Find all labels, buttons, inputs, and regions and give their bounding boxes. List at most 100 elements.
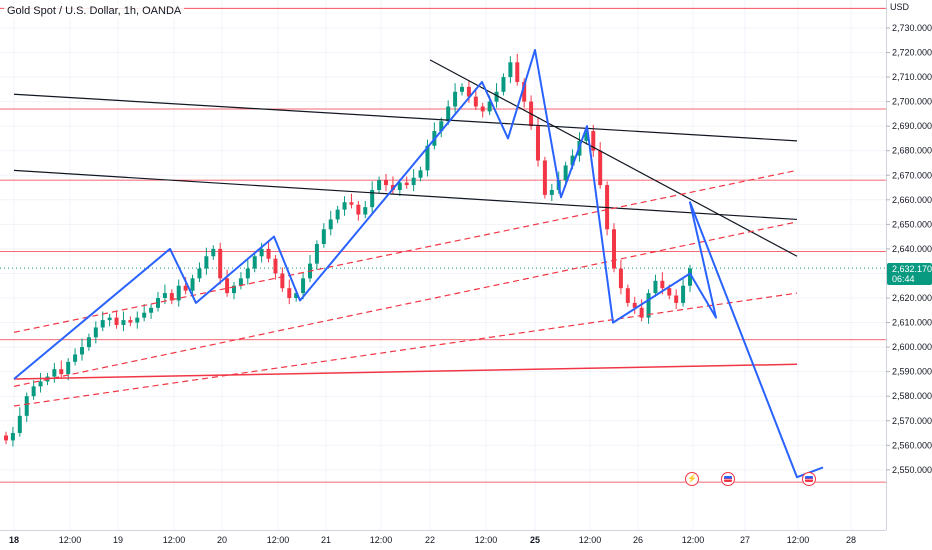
candle-body [591,131,596,151]
candle-body [142,312,147,318]
candle-body [473,96,478,107]
candle-body [128,320,133,323]
candle-body [31,386,36,397]
candle-body [80,347,84,355]
candle-body [453,91,458,107]
candle-body [107,317,112,321]
chart-grid [0,0,886,530]
channel-line-dashed [13,292,798,407]
zigzag-projection-path [13,49,824,479]
candle-body [660,280,665,289]
lightning-event-icon[interactable]: ⚡ [685,472,699,486]
candle-body [259,248,264,257]
candle-body [52,369,57,377]
candle-body [238,278,243,286]
trend-line [429,59,798,257]
candle-body [536,126,540,161]
x-tick-label: 12:00 [682,535,705,545]
candle-body [356,204,361,215]
x-tick-label: 28 [846,535,856,545]
candle-body [294,293,299,298]
candle-body [639,307,644,318]
y-tick-label: 2,550.000 [892,465,932,475]
horizontal-levels [0,7,886,483]
candle-body [4,435,8,441]
y-tick-label: 2,590.000 [892,367,932,377]
y-tick-label: 2,670.000 [892,170,932,180]
time-axis[interactable]: 18 12:00 19 12:00 20 12:00 21 12:00 22 12:00 25 12:… [0,530,886,546]
candle-body [363,207,368,215]
x-tick-label: 19 [113,535,123,545]
x-tick-label: 21 [321,535,331,545]
candle-body [86,337,91,348]
candle-body [176,285,181,301]
candle-body [121,320,126,326]
x-tick-label: 12:00 [475,535,498,545]
candle-body [280,273,285,289]
y-tick-label: 2,660.000 [892,195,932,205]
candle-body [73,354,78,362]
y-tick-label: 2,580.000 [892,391,932,401]
y-tick-label: 2,680.000 [892,146,932,156]
candle-body [211,248,216,257]
candle-body [266,248,271,259]
y-tick-label: 2,560.000 [892,440,932,450]
x-tick-label: 12:00 [579,535,602,545]
candle-body [646,293,651,318]
x-tick-label: 12:00 [163,535,186,545]
candle-body [301,278,306,294]
candle-body [10,433,15,441]
candle-body [688,268,692,286]
candle-body [287,288,292,298]
candle-body [653,280,658,294]
candle-body [66,361,71,375]
candle-body [674,295,679,303]
us-flag-event-icon[interactable] [721,472,735,486]
us-flag-event-icon[interactable] [802,472,816,486]
x-tick-label: 22 [425,535,435,545]
y-tick-label: 2,730.000 [892,23,932,33]
candle-body [598,150,603,186]
candle-body [135,317,140,323]
y-tick-label: 2,570.000 [892,416,932,426]
x-tick-label: 25 [530,535,540,545]
currency-label[interactable]: USD [890,2,910,12]
candle-body [612,229,616,269]
candle-body [169,293,174,301]
candle-body [625,288,630,303]
candle-body [183,285,188,291]
last-price-badge: 2,632.170 06:44 [887,263,932,285]
candle-body [100,320,105,328]
candle-body [542,160,547,195]
candle-body [328,219,333,230]
candle-body [397,182,402,190]
x-tick-label: 12:00 [370,535,393,545]
candle-body [501,77,506,92]
x-tick-label: 18 [9,535,19,545]
candle-body [487,101,492,112]
y-tick-label: 2,700.000 [892,97,932,107]
trend-line [13,93,798,142]
y-tick-label: 2,600.000 [892,342,932,352]
x-tick-label: 12:00 [59,535,82,545]
candle-body [38,381,43,387]
candle-body [190,278,195,291]
y-tick-label: 2,610.000 [892,318,932,328]
candle-body [632,302,637,308]
drawing-overlays [13,49,824,479]
x-tick-label: 12:00 [787,535,810,545]
candle-body [245,268,250,279]
x-tick-label: 20 [217,535,227,545]
candle-body [466,86,471,97]
candle-body [342,202,347,210]
candle-body [335,209,340,220]
y-tick-label: 2,720.000 [892,48,932,58]
candle-body [225,278,230,294]
candle-body [549,189,554,195]
x-tick-label: 27 [740,535,750,545]
candle-body [218,248,223,279]
candle-body [232,285,236,294]
candle-body [494,91,499,102]
candle-body [584,131,589,141]
